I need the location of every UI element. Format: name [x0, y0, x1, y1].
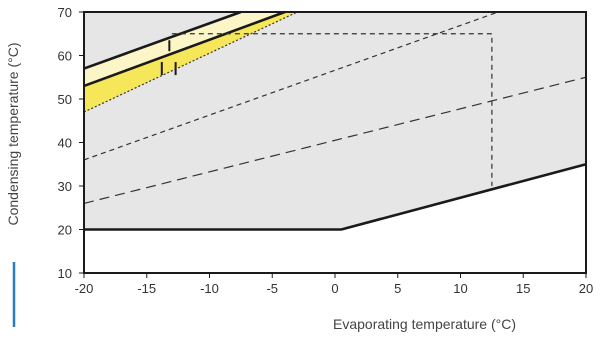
series-line-1 — [84, 162, 587, 231]
y-tick-label: 50 — [58, 92, 72, 107]
x-tick-label: 15 — [516, 281, 530, 296]
y-tick-label: 20 — [58, 223, 72, 238]
x-tick-label: -20 — [75, 281, 94, 296]
series-line-6 — [83, 76, 587, 204]
zones-layer — [84, 12, 586, 230]
x-tick-label: 20 — [579, 281, 593, 296]
series-line-2 — [83, 10, 242, 70]
y-tick-label: 40 — [58, 136, 72, 151]
y-tick-label: 30 — [58, 179, 72, 194]
series-line-4 — [83, 11, 298, 113]
y-axis-title: Condensing temperature (°C) — [5, 42, 21, 225]
x-tick-label: -15 — [137, 281, 156, 296]
y-tick-label: 10 — [58, 266, 72, 281]
axis-accent-layer — [12, 262, 326, 327]
series-line-5 — [83, 11, 499, 161]
series-layer — [83, 10, 587, 231]
y-tick-label: 70 — [58, 5, 72, 20]
series-line-3 — [83, 10, 286, 88]
y-tick-label: 60 — [58, 49, 72, 64]
x-axis-title: Evaporating temperature (°C) — [333, 316, 516, 332]
x-tick-label: -5 — [266, 281, 278, 296]
x-tick-label: -10 — [200, 281, 219, 296]
x-tick-label: 0 — [331, 281, 338, 296]
ticks-layer: -20 -15 -10 -5 0 5 10 15 20 10 20 30 40 50 60 70 — [58, 5, 594, 296]
x-tick-label: 10 — [453, 281, 467, 296]
x-tick-label: 5 — [394, 281, 401, 296]
zone-envelope — [84, 12, 586, 230]
